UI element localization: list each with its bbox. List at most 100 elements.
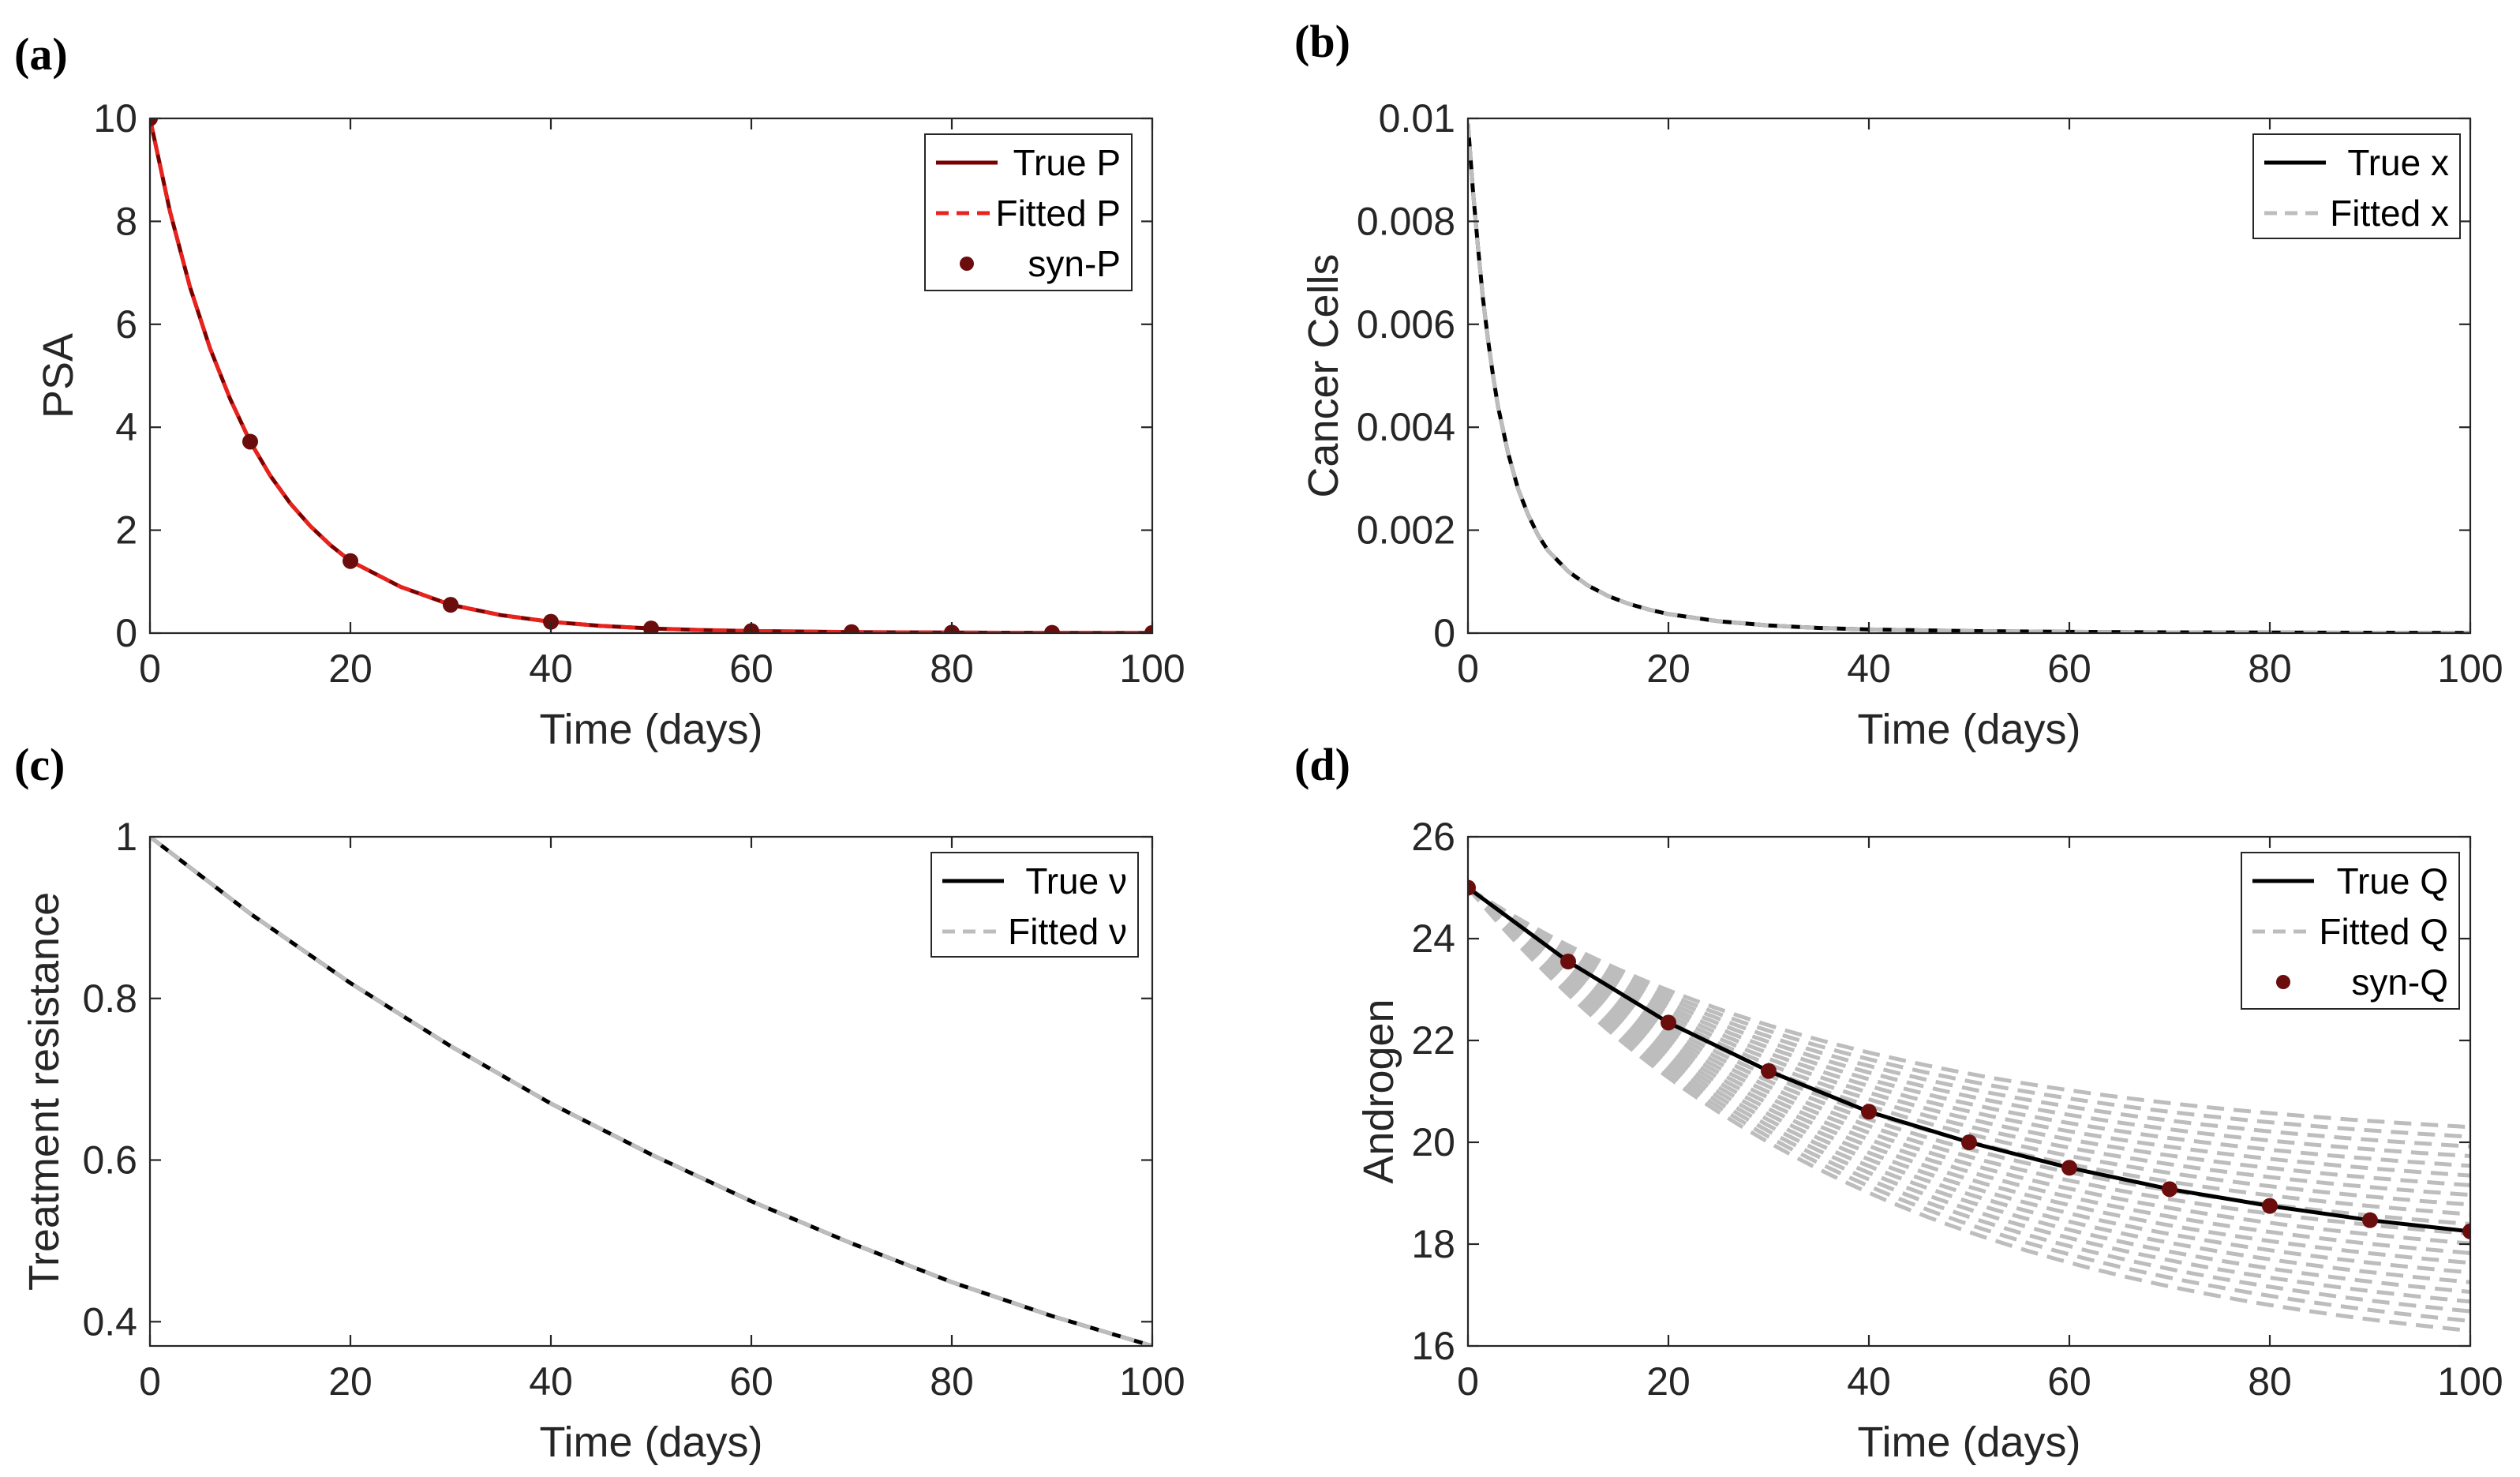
x-tick-label: 40 — [1847, 1359, 1891, 1404]
legend: True Q Fitted Q syn-Q — [2241, 852, 2460, 1010]
legend-marker — [2276, 975, 2290, 989]
data-point — [1661, 1014, 1676, 1031]
chart-panel-a: (a) 0 20 40 60 80 100 0 2 4 6 8 10 Time (days) PSA True… — [14, 28, 1185, 753]
plot-data — [1468, 123, 2470, 633]
data-point — [1761, 1063, 1777, 1079]
x-tick-label: 60 — [2047, 647, 2091, 691]
data-point — [1044, 624, 1060, 633]
x-tick-label: 80 — [2248, 647, 2292, 691]
fitted-q-curve — [1468, 886, 2470, 1158]
data-point — [242, 433, 258, 450]
axes-box — [1466, 117, 2472, 635]
y-tick-label: 8 — [115, 199, 137, 243]
legend-entry: Fitted x — [2330, 193, 2449, 234]
data-point — [2362, 1212, 2378, 1228]
data-point — [2061, 1160, 2077, 1176]
y-tick-label: 0.8 — [82, 977, 137, 1021]
fitted-q-curve — [1468, 886, 2470, 1265]
fitted-q-curve — [1468, 886, 2470, 1149]
y-tick-label: 0 — [115, 611, 137, 655]
data-point — [643, 620, 659, 633]
plot-data — [1468, 879, 2470, 1333]
y-tick-label: 0.008 — [1357, 199, 1455, 243]
y-tick-label: 1 — [115, 815, 137, 859]
fitted-q-curve — [1468, 886, 2470, 1130]
data-point — [2462, 1223, 2470, 1239]
x-tick-label: 20 — [328, 647, 373, 691]
x-tick-label: 80 — [930, 1359, 974, 1404]
x-tick-label: 20 — [328, 1359, 373, 1404]
panel-label: (b) — [1294, 16, 1350, 67]
data-point — [2162, 1181, 2177, 1198]
data-point — [2262, 1198, 2278, 1214]
axes-box — [148, 117, 1154, 635]
data-point — [1468, 879, 1476, 896]
x-axis-label: Time (days) — [539, 706, 762, 753]
x-tick-label: 0 — [139, 1359, 161, 1404]
legend: True ν Fitted ν — [930, 852, 1139, 958]
y-tick-label: 0.004 — [1357, 405, 1455, 449]
y-tick-label: 26 — [1411, 815, 1455, 859]
data-point — [844, 624, 859, 633]
axes-box — [1466, 835, 2472, 1348]
x-tick-label: 0 — [1457, 647, 1479, 691]
panel-label: (d) — [1294, 739, 1350, 790]
y-tick-label: 2 — [115, 508, 137, 553]
y-tick-label: 0.01 — [1379, 96, 1455, 141]
y-tick-label: 0.4 — [82, 1299, 137, 1344]
x-tick-label: 100 — [2437, 1359, 2503, 1404]
x-tick-label: 100 — [1119, 647, 1185, 691]
chart-panel-d: (d) 0 20 40 60 80 100 16 18 20 22 24 26 Time (days) An… — [1294, 739, 2503, 1466]
legend-entry: Fitted ν — [1008, 911, 1127, 952]
legend: True x Fitted x — [2252, 133, 2461, 239]
x-tick-label: 0 — [139, 647, 161, 691]
y-axis-label: PSA — [35, 333, 82, 418]
x-tick-label: 60 — [729, 647, 773, 691]
legend-entry: True P — [1013, 142, 1121, 183]
x-tick-label: 100 — [1119, 1359, 1185, 1404]
data-point — [543, 613, 559, 630]
data-point — [1861, 1104, 1877, 1120]
series-syn-q — [1468, 879, 2470, 1239]
y-axis-label: Androgen — [1355, 999, 1402, 1183]
x-tick-label: 80 — [930, 647, 974, 691]
x-axis-label: Time (days) — [539, 1419, 762, 1466]
legend-box — [930, 852, 1139, 958]
x-tick-label: 40 — [529, 647, 573, 691]
x-tick-label: 0 — [1457, 1359, 1479, 1404]
x-tick-label: 40 — [1847, 647, 1891, 691]
x-tick-label: 40 — [529, 1359, 573, 1404]
plot-data — [150, 837, 1152, 1346]
x-tick-label: 60 — [729, 1359, 773, 1404]
legend-box — [2252, 133, 2461, 239]
fitted-q-curve — [1468, 886, 2470, 1139]
y-axis-label: Cancer Cells — [1300, 253, 1347, 497]
x-tick-label: 20 — [1646, 647, 1691, 691]
fitted-q-curve — [1468, 886, 2470, 1178]
y-tick-label: 0 — [1433, 611, 1455, 655]
legend-entry: True Q — [2337, 860, 2448, 902]
x-tick-label: 80 — [2248, 1359, 2292, 1404]
panel-label: (c) — [14, 739, 65, 790]
data-point — [150, 118, 158, 126]
x-axis-label: Time (days) — [1857, 1419, 2080, 1466]
y-tick-label: 22 — [1411, 1018, 1455, 1063]
fitted-q-ensemble — [1468, 886, 2470, 1333]
y-tick-label: 0.006 — [1357, 302, 1455, 347]
data-point — [1961, 1134, 1977, 1150]
fitted-q-curve — [1468, 886, 2470, 1275]
y-tick-label: 0.002 — [1357, 508, 1455, 553]
fitted-q-curve — [1468, 886, 2470, 1323]
legend-entry: syn-Q — [2351, 962, 2448, 1003]
fitted-q-curve — [1468, 886, 2470, 1246]
fitted-q-curve — [1468, 886, 2470, 1187]
x-tick-label: 60 — [2047, 1359, 2091, 1404]
chart-panel-c: (c) 0 20 40 60 80 100 0.4 0.6 0.8 1 Time (days) Trea… — [14, 739, 1185, 1466]
fitted-q-curve — [1468, 886, 2470, 1255]
fitted-q-curve — [1468, 886, 2470, 1294]
data-point — [443, 597, 459, 613]
legend: True P Fitted P syn-P — [924, 133, 1133, 291]
fitted-q-curve — [1468, 886, 2470, 1314]
chart-panel-b: (b) 0 20 40 60 80 100 0 0.002 0.004 0.006 0.008 0.01… — [1294, 16, 2503, 753]
